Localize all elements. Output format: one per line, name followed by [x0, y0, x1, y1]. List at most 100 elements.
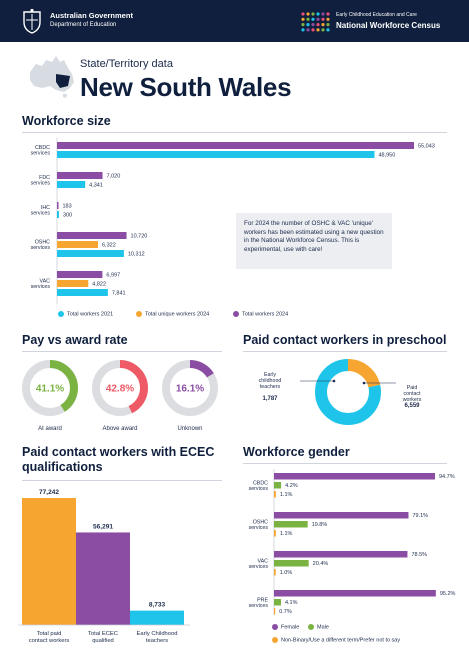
divider [22, 351, 222, 352]
data-label: 77,242 [39, 489, 59, 496]
gov-department: Department of Education [50, 22, 117, 28]
donut-label: Above award [102, 426, 137, 432]
data-label: 1.1% [280, 492, 293, 498]
logo-dot [311, 12, 315, 16]
bar [57, 280, 89, 287]
bar [57, 211, 59, 218]
legend-item: Total unique workers 2024 [136, 311, 209, 317]
data-label: 20.4% [313, 561, 329, 567]
logo-dot [311, 23, 315, 27]
logo-dot [316, 17, 320, 21]
data-label: 6,997 [106, 273, 120, 279]
pay-award-chart: 41.1% At award 42.8% Above award 16.1% Unknow… [22, 360, 218, 432]
donut-value: 42.8% [106, 384, 134, 395]
category-label: FDC services [31, 175, 51, 187]
preschool-donut-chart: Early childhood teachers 1,787 Paid contact wo… [259, 359, 422, 425]
data-label: 4,822 [92, 282, 106, 288]
australia-map-icon [30, 56, 74, 98]
preschool-title: Paid contact workers in preschool [243, 333, 447, 347]
divider [243, 463, 447, 464]
slice-value: 1,787 [262, 396, 278, 402]
bar [274, 599, 281, 606]
data-label: 8,733 [149, 602, 166, 609]
logo-dot [306, 23, 310, 27]
legend-swatch [136, 311, 142, 317]
qualifications-title: Paid contact workers with ECEC qualifica… [22, 445, 215, 474]
logo-dot [326, 23, 330, 27]
dot-grid-icon [301, 12, 330, 32]
bar [274, 590, 436, 597]
donut-value: 41.1% [36, 384, 64, 395]
logo-dot [321, 23, 325, 27]
logo-dot [316, 28, 320, 32]
category-label: VAC services [31, 279, 51, 291]
data-label: 56,291 [93, 523, 113, 530]
logo-dot [301, 12, 305, 16]
logo-dot [306, 17, 310, 21]
bar [76, 532, 130, 625]
data-label: 7,841 [112, 291, 126, 297]
data-label: 4,341 [89, 183, 103, 189]
gender-chart: CBDC services 94.7% 4.2% 1.1% OSHC services 79.… [249, 469, 456, 615]
data-label: 48,950 [378, 153, 395, 159]
logo-dot [326, 12, 330, 16]
data-label: 1.0% [280, 570, 293, 576]
category-label: VAC services [249, 558, 269, 570]
logo-dot [311, 17, 315, 21]
bar [274, 473, 435, 480]
data-label: 95.2% [440, 591, 456, 597]
slice-label: Early childhood teachers [259, 372, 282, 390]
bar [274, 491, 276, 498]
header-bar: Australian Government Department of Educ… [0, 0, 469, 42]
bar [57, 232, 127, 239]
logo-dot [301, 28, 305, 32]
legend-swatch [58, 311, 64, 317]
bar [57, 151, 375, 158]
bar [57, 142, 414, 149]
divider [22, 480, 222, 481]
logo-dot [316, 23, 320, 27]
legend-label: Total workers 2024 [242, 311, 289, 318]
legend-item: Total workers 2024 [233, 311, 288, 317]
bar [130, 610, 184, 625]
data-label: 4.2% [285, 483, 298, 489]
note-text: For 2024 the number of OSHC & VAC 'uniqu… [244, 220, 384, 253]
divider [22, 132, 447, 133]
category-label: Total ECEC qualified [88, 631, 118, 644]
category-label: IHC services [31, 205, 51, 217]
bar [274, 512, 409, 519]
legend-label: Total unique workers 2024 [145, 311, 210, 318]
workforce-size-chart: CBDC services 55,043 48,950 FDC services 7,020… [31, 138, 435, 304]
bar [274, 608, 276, 615]
census-subtitle: Early Childhood Education and Care [336, 12, 417, 18]
bar [57, 181, 86, 188]
bar [22, 498, 76, 625]
bar [57, 289, 108, 296]
data-label: 6,322 [102, 243, 116, 249]
bar [274, 560, 309, 567]
legend-swatch [272, 624, 278, 630]
bar [274, 521, 308, 528]
legend-item: Male [308, 624, 329, 630]
leader-dot [362, 381, 366, 385]
pay-award-title: Pay vs award rate [22, 333, 128, 347]
logo-dot [301, 17, 305, 21]
bar [57, 241, 99, 248]
logo-dot [321, 17, 325, 21]
bar [274, 530, 276, 537]
bar [57, 250, 124, 257]
census-logo: Early Childhood Education and Care Natio… [300, 9, 460, 35]
legend-label: Male [317, 624, 329, 631]
donut-label: At award [38, 426, 62, 432]
bar [274, 569, 276, 576]
note-box: For 2024 the number of OSHC & VAC 'uniqu… [236, 213, 392, 269]
data-label: 183 [63, 204, 72, 210]
legend-item: Non-Binary/Use a different term/Prefer n… [272, 637, 400, 643]
qualifications-chart: 77,242 Total paid contact workers 56,291 Tot… [18, 489, 190, 644]
bar [274, 551, 408, 558]
data-label: 1.1% [280, 531, 293, 537]
australian-government-logo: Australian Government Department of Educ… [20, 8, 133, 36]
category-label: CBDC services [249, 480, 269, 492]
data-label: 10,720 [131, 234, 148, 240]
legend-item: Female [272, 624, 299, 630]
